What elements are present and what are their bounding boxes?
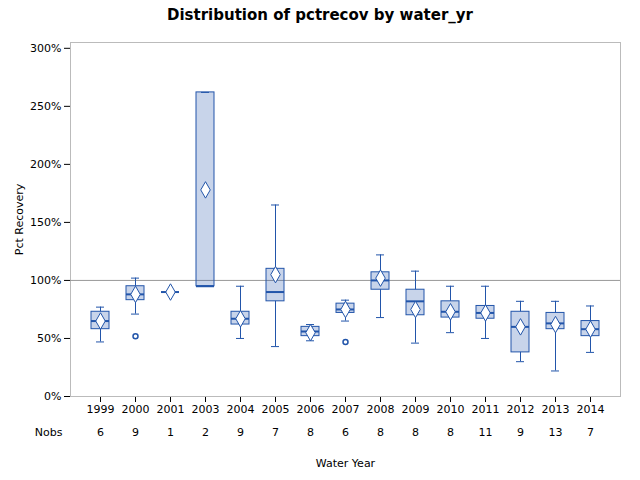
svg-text:2001: 2001: [157, 403, 185, 416]
svg-text:8: 8: [307, 426, 314, 439]
svg-text:2011: 2011: [472, 403, 500, 416]
svg-text:100%: 100%: [30, 274, 61, 287]
svg-text:7: 7: [272, 426, 279, 439]
html-text:Distribution of pctrecov by wa: Distribution of pctrecov by water_yr: [167, 6, 473, 24]
svg-text:300%: 300%: [30, 42, 61, 55]
svg-text:13: 13: [549, 426, 563, 439]
svg-text:2004: 2004: [227, 403, 255, 416]
svg-text:2012: 2012: [507, 403, 535, 416]
svg-text:Pct Recovery: Pct Recovery: [13, 183, 26, 255]
svg-text:250%: 250%: [30, 100, 61, 113]
svg-text:2008: 2008: [367, 403, 395, 416]
svg-text:6: 6: [97, 426, 104, 439]
svg-text:2007: 2007: [332, 403, 360, 416]
svg-text:2013: 2013: [542, 403, 570, 416]
svg-text:11: 11: [479, 426, 493, 439]
svg-text:2009: 2009: [402, 403, 430, 416]
svg-text:Nobs: Nobs: [35, 426, 63, 439]
svg-text:8: 8: [377, 426, 384, 439]
svg-text:9: 9: [237, 426, 244, 439]
svg-text:1: 1: [167, 426, 174, 439]
svg-text:2010: 2010: [437, 403, 465, 416]
svg-text:6: 6: [342, 426, 349, 439]
svg-text:9: 9: [517, 426, 524, 439]
svg-text:9: 9: [132, 426, 139, 439]
svg-text:1999: 1999: [87, 403, 115, 416]
svg-text:150%: 150%: [30, 216, 61, 229]
svg-text:2000: 2000: [122, 403, 150, 416]
svg-text:2003: 2003: [192, 403, 220, 416]
svg-text:7: 7: [587, 426, 594, 439]
svg-text:50%: 50%: [37, 332, 61, 345]
svg-text:2014: 2014: [577, 403, 605, 416]
svg-text:2005: 2005: [262, 403, 290, 416]
svg-text:200%: 200%: [30, 158, 61, 171]
svg-text:8: 8: [447, 426, 454, 439]
svg-text:2006: 2006: [297, 403, 325, 416]
svg-text:8: 8: [412, 426, 419, 439]
svg-text:2: 2: [202, 426, 209, 439]
svg-text:Water Year: Water Year: [316, 457, 376, 470]
svg-text:0%: 0%: [44, 390, 61, 403]
